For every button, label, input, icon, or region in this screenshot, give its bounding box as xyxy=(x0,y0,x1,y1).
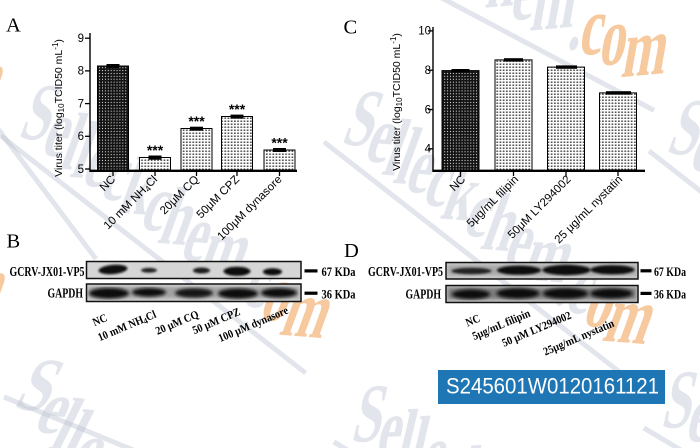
svg-text:GCRV-JX01-VP5: GCRV-JX01-VP5 xyxy=(10,265,85,280)
svg-text:5: 5 xyxy=(78,164,84,176)
svg-text:B: B xyxy=(7,230,21,252)
svg-text:8: 8 xyxy=(425,65,431,77)
svg-text:6: 6 xyxy=(78,131,84,143)
svg-text:10 mM NH4Cl: 10 mM NH4Cl xyxy=(96,308,159,345)
svg-text:***: *** xyxy=(271,135,288,151)
svg-text:GAPDH: GAPDH xyxy=(48,286,84,301)
svg-text:4: 4 xyxy=(425,144,432,156)
svg-text:S245601W0120161121: S245601W0120161121 xyxy=(446,374,659,399)
svg-text:A: A xyxy=(6,14,21,36)
svg-text:36 KDa: 36 KDa xyxy=(322,287,356,302)
svg-text:NC: NC xyxy=(464,312,482,329)
svg-text:8: 8 xyxy=(78,66,84,78)
svg-text:Virus titer (log10TCID50 mL-1: Virus titer (log10TCID50 mL-1) xyxy=(51,39,66,177)
svg-text:C: C xyxy=(344,17,358,39)
svg-text:10: 10 xyxy=(418,26,431,38)
svg-text:***: *** xyxy=(188,113,205,129)
svg-text:GAPDH: GAPDH xyxy=(406,287,442,302)
svg-text:NC: NC xyxy=(91,312,109,329)
svg-text:***: *** xyxy=(229,101,246,117)
svg-text:67 KDa: 67 KDa xyxy=(322,264,356,279)
svg-text:6: 6 xyxy=(425,104,431,116)
svg-text:Virus titer (log10TCID50 mL-1: Virus titer (log10TCID50 mL-1) xyxy=(389,33,404,171)
svg-text:GCRV-JX01-VP5: GCRV-JX01-VP5 xyxy=(368,265,443,280)
svg-text:67 KDa: 67 KDa xyxy=(654,264,686,279)
svg-text:9: 9 xyxy=(78,33,84,45)
svg-text:D: D xyxy=(344,240,359,262)
svg-text:36 KDa: 36 KDa xyxy=(654,287,686,302)
svg-text:***: *** xyxy=(147,142,164,158)
svg-text:7: 7 xyxy=(78,98,84,110)
